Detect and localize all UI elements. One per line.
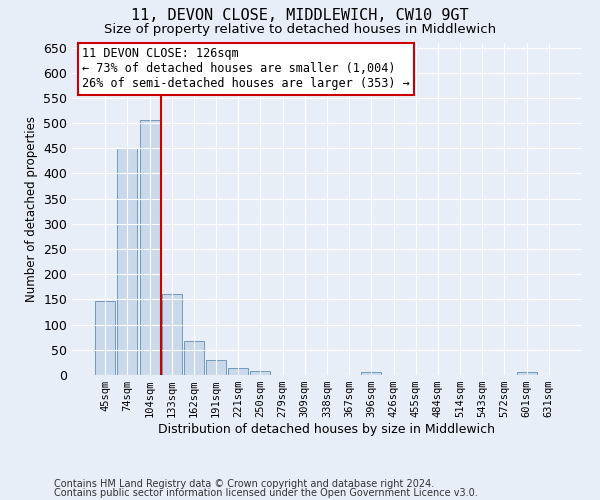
- Bar: [162, 294, 182, 375]
- Text: Contains public sector information licensed under the Open Government Licence v3: Contains public sector information licen…: [54, 488, 478, 498]
- Bar: [140, 120, 160, 375]
- Text: Contains HM Land Registry data © Crown copyright and database right 2024.: Contains HM Land Registry data © Crown c…: [54, 479, 434, 489]
- Y-axis label: Number of detached properties: Number of detached properties: [25, 116, 38, 302]
- X-axis label: Distribution of detached houses by size in Middlewich: Distribution of detached houses by size …: [158, 423, 496, 436]
- Bar: [517, 372, 536, 375]
- Bar: [206, 360, 226, 375]
- Bar: [250, 371, 271, 375]
- Bar: [184, 341, 204, 375]
- Bar: [361, 372, 382, 375]
- Text: Size of property relative to detached houses in Middlewich: Size of property relative to detached ho…: [104, 22, 496, 36]
- Text: 11 DEVON CLOSE: 126sqm
← 73% of detached houses are smaller (1,004)
26% of semi-: 11 DEVON CLOSE: 126sqm ← 73% of detached…: [82, 48, 410, 90]
- Bar: [228, 368, 248, 375]
- Text: 11, DEVON CLOSE, MIDDLEWICH, CW10 9GT: 11, DEVON CLOSE, MIDDLEWICH, CW10 9GT: [131, 8, 469, 22]
- Bar: [95, 301, 115, 375]
- Bar: [118, 148, 137, 375]
